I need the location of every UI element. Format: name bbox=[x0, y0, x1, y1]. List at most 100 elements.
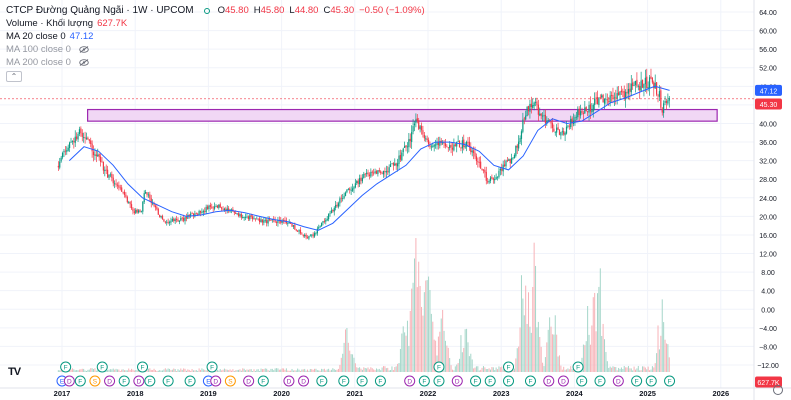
candle-body bbox=[606, 99, 608, 101]
volume-bar bbox=[343, 342, 345, 372]
volume-bar bbox=[451, 369, 453, 372]
candle-body bbox=[215, 205, 217, 207]
candle-body bbox=[665, 101, 668, 103]
eye-off-icon[interactable] bbox=[79, 46, 89, 53]
candle-body bbox=[529, 104, 531, 112]
volume-legend[interactable]: Volume · Khối lượng 627.7K bbox=[6, 17, 425, 30]
y-tick-label: −12.00 bbox=[757, 363, 779, 370]
candle-body bbox=[332, 210, 334, 212]
volume-bar bbox=[490, 369, 492, 372]
volume-bar bbox=[136, 370, 138, 372]
collapse-legend-button[interactable]: ⌃ bbox=[6, 71, 22, 82]
gear-icon[interactable] bbox=[773, 385, 783, 395]
candle-body bbox=[239, 214, 241, 217]
volume-bar bbox=[364, 368, 366, 372]
volume-bar bbox=[602, 323, 604, 372]
volume-bar bbox=[460, 335, 462, 372]
volume-bar bbox=[105, 370, 107, 372]
candle-body bbox=[233, 211, 235, 213]
candle-body bbox=[168, 222, 171, 224]
candle-body bbox=[378, 170, 380, 172]
volume-bar bbox=[318, 370, 320, 372]
ma20-legend[interactable]: MA 20 close 0 47.12 bbox=[6, 30, 425, 43]
volume-bar bbox=[370, 367, 372, 372]
event-marker bbox=[404, 375, 416, 387]
symbol-title[interactable]: CTCP Đường Quảng Ngãi · 1W · UPCOM bbox=[6, 5, 194, 16]
candle-body bbox=[353, 187, 355, 189]
candle-body bbox=[216, 205, 219, 208]
chart-legend: CTCP Đường Quảng Ngãi · 1W · UPCOM O45.8… bbox=[6, 4, 425, 82]
volume-bar bbox=[239, 369, 241, 372]
volume-bar bbox=[443, 330, 445, 372]
volume-bar bbox=[304, 368, 306, 372]
candle-body bbox=[112, 177, 114, 184]
event-marker-label: F bbox=[100, 365, 104, 372]
candle-body bbox=[477, 161, 479, 163]
volume-bar bbox=[147, 368, 149, 372]
candle-body bbox=[577, 109, 579, 118]
eye-off-icon[interactable] bbox=[79, 59, 89, 66]
market-status-icon bbox=[203, 7, 210, 14]
event-marker-label: F bbox=[342, 379, 346, 386]
candle-body bbox=[501, 168, 503, 171]
candle-body bbox=[530, 103, 532, 107]
volume-bar bbox=[76, 370, 78, 372]
candle-body bbox=[328, 214, 330, 220]
y-tick-label: 0.00 bbox=[761, 307, 775, 314]
candle-body bbox=[95, 154, 97, 157]
volume-bar bbox=[167, 368, 169, 372]
event-marker-label: D bbox=[246, 379, 251, 386]
candle-body bbox=[301, 233, 303, 235]
candle-body bbox=[206, 206, 209, 209]
candle-body bbox=[499, 168, 501, 171]
ma200-legend[interactable]: MA 200 close 0 bbox=[6, 56, 425, 69]
volume-bar bbox=[381, 367, 383, 372]
candle-body bbox=[261, 219, 264, 223]
candle-body bbox=[111, 173, 113, 178]
volume-bar bbox=[83, 368, 85, 372]
candle-body bbox=[468, 141, 470, 147]
ma100-legend[interactable]: MA 100 close 0 bbox=[6, 43, 425, 56]
candle-body bbox=[318, 227, 320, 229]
volume-bar bbox=[619, 368, 621, 372]
volume-bar bbox=[429, 289, 431, 372]
volume-bar bbox=[154, 370, 156, 372]
volume-bar bbox=[187, 369, 189, 372]
volume-bar bbox=[491, 367, 493, 372]
x-tick-label: 2017 bbox=[54, 389, 71, 398]
candle-body bbox=[236, 213, 238, 215]
volume-bar bbox=[536, 327, 538, 372]
candle-body bbox=[198, 211, 200, 216]
volume-bar bbox=[266, 368, 268, 372]
tradingview-logo[interactable]: TV bbox=[8, 366, 21, 378]
volume-bar bbox=[250, 369, 252, 372]
candle-body bbox=[254, 218, 257, 220]
volume-bar bbox=[219, 369, 221, 372]
volume-bar bbox=[278, 369, 280, 372]
volume-bar bbox=[115, 368, 117, 372]
candle-body bbox=[646, 76, 648, 88]
volume-bar bbox=[337, 368, 339, 372]
event-marker-label: F bbox=[576, 365, 580, 372]
event-marker bbox=[243, 375, 255, 387]
volume-bar bbox=[280, 369, 282, 372]
volume-bar bbox=[499, 367, 501, 372]
candle-body bbox=[561, 131, 563, 133]
candle-body bbox=[336, 204, 338, 207]
volume-bar bbox=[598, 286, 600, 372]
ohlc-open-value: 45.80 bbox=[224, 5, 249, 16]
volume-bar bbox=[665, 343, 667, 372]
candle-body bbox=[97, 154, 99, 157]
candle-body bbox=[375, 171, 378, 174]
candle-body bbox=[128, 202, 130, 203]
candle-body bbox=[211, 206, 213, 208]
event-marker bbox=[257, 375, 269, 387]
candle-body bbox=[587, 111, 589, 113]
candle-body bbox=[330, 210, 333, 213]
y-tick-label: 60.00 bbox=[759, 29, 777, 36]
volume-bar bbox=[259, 370, 261, 372]
volume-bar bbox=[176, 371, 178, 372]
event-marker bbox=[356, 375, 368, 387]
